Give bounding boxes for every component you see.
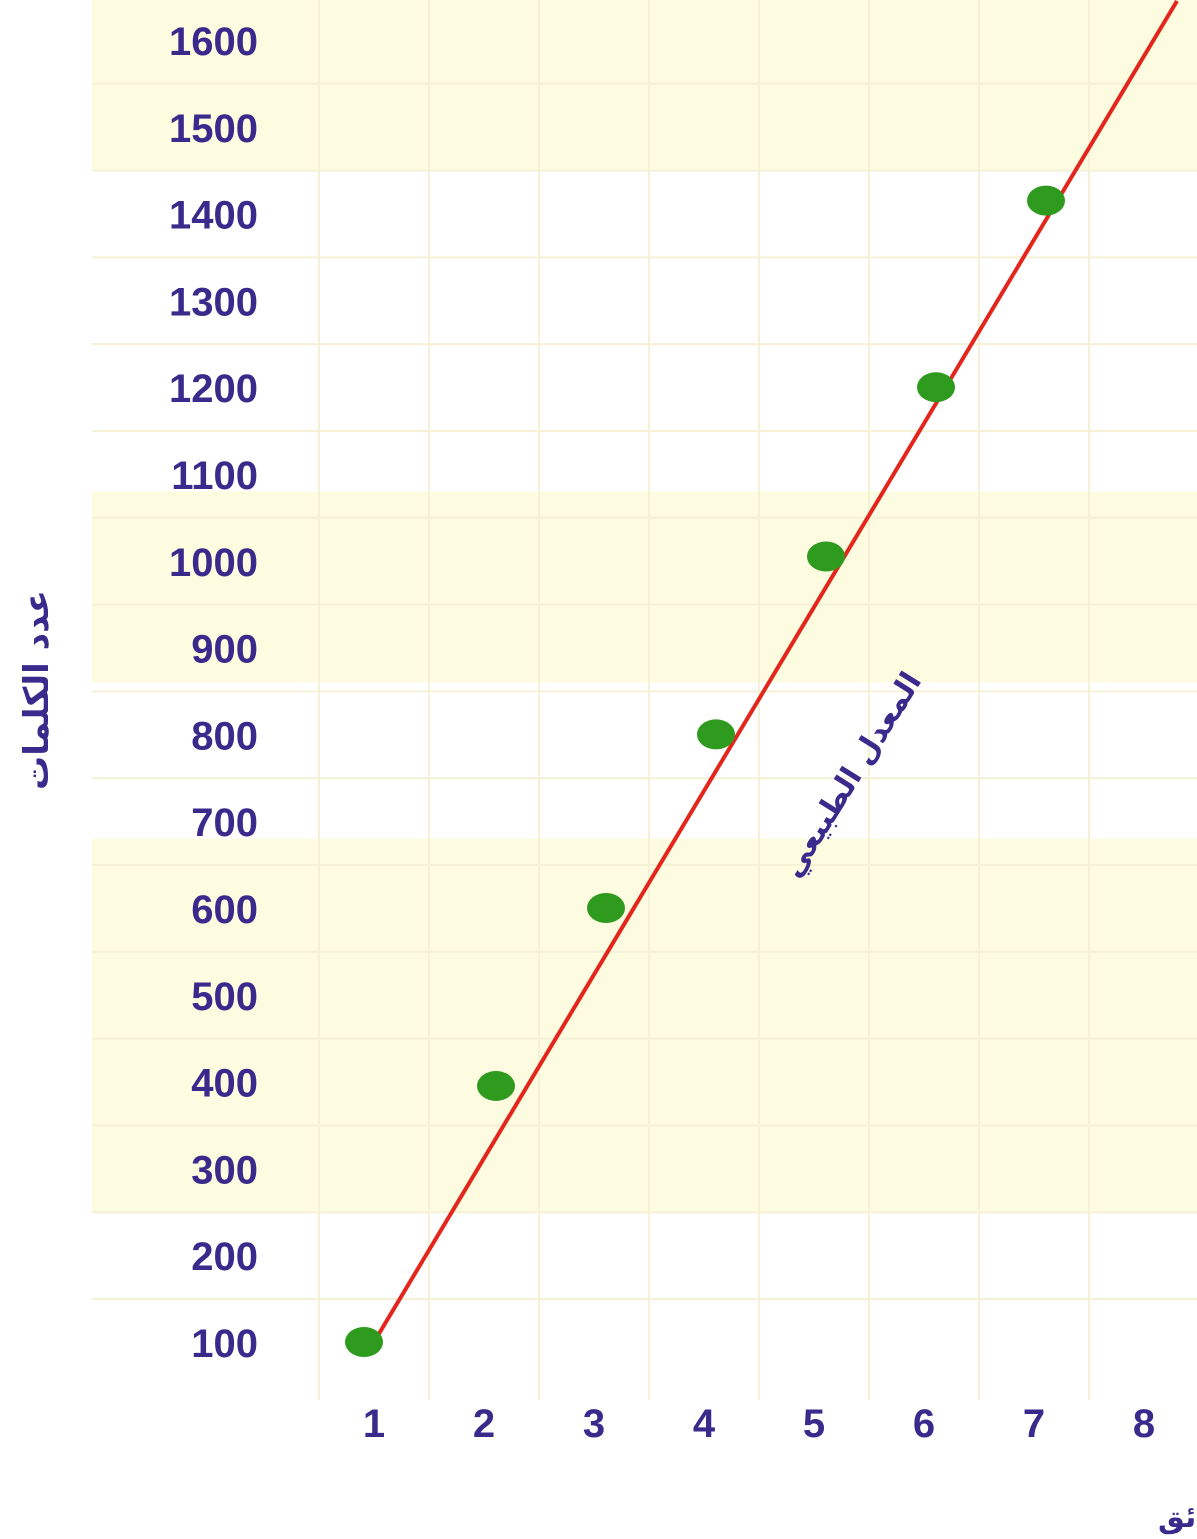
background-bands [92,0,1197,1212]
background-band-3 [92,838,1197,1212]
y-tick-100: 100 [191,1322,258,1366]
y-tick-400: 400 [191,1062,258,1106]
data-point-1 [345,1327,383,1357]
x-tick-4: 4 [693,1402,716,1446]
data-point-3 [587,893,625,923]
x-tick-8: 8 [1133,1402,1155,1446]
y-tick-800: 800 [191,714,258,758]
x-tick-1: 1 [363,1402,385,1446]
x-tick-2: 2 [473,1402,495,1446]
y-tick-1600: 1600 [169,20,258,64]
y-tick-1200: 1200 [169,367,258,411]
y-tick-labels: 100 200 300 400 500 600 700 800 900 1000 1100 1200 1… [169,20,258,1366]
trend-line [372,0,1179,1344]
y-tick-1000: 1000 [169,541,258,585]
y-tick-600: 600 [191,888,258,932]
x-tick-5: 5 [803,1402,825,1446]
y-tick-700: 700 [191,801,258,845]
y-tick-500: 500 [191,975,258,1019]
x-tick-labels: 1 2 3 4 5 6 7 8 [363,1402,1155,1446]
x-tick-7: 7 [1023,1402,1045,1446]
data-points [345,185,1065,1357]
y-tick-1400: 1400 [169,194,258,238]
y-tick-1500: 1500 [169,107,258,151]
data-point-2 [477,1070,515,1101]
data-point-5 [807,541,845,572]
data-point-6 [917,372,955,403]
x-tick-3: 3 [583,1402,605,1446]
data-point-4 [697,719,735,750]
y-tick-300: 300 [191,1148,258,1192]
background-band-2 [92,491,1197,683]
y-tick-1300: 1300 [169,280,258,324]
y-tick-900: 900 [191,628,258,672]
background-band-1 [92,0,1197,171]
y-tick-1100: 1100 [171,454,258,498]
data-point-7 [1027,185,1065,216]
y-tick-200: 200 [191,1235,258,1279]
y-axis-title: عدد الكلمات [17,590,57,790]
x-tick-6: 6 [913,1402,935,1446]
x-axis-title: مدة القراءة بالدقائق [1158,1500,1197,1535]
